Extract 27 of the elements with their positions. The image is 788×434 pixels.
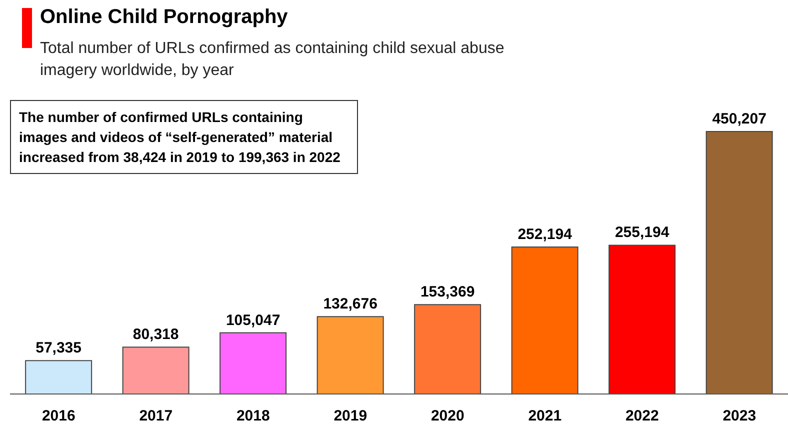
- x-tick-label: 2017: [139, 408, 173, 425]
- data-label: 252,194: [518, 226, 573, 243]
- data-label: 153,369: [420, 284, 475, 301]
- x-tick-label: 2021: [528, 408, 562, 425]
- x-tick-label: 2018: [236, 408, 270, 425]
- data-label: 255,194: [614, 224, 670, 242]
- annotation: The number of confirmed URLs containing images and videos of “self-generated” material increased from 38,424 in 2019 to 199,363 in 2022: [10, 100, 358, 174]
- x-tick-label: 2022: [625, 408, 659, 425]
- bar: [220, 332, 287, 394]
- bar: [608, 244, 676, 394]
- x-tick-label: 2020: [430, 408, 464, 425]
- chart-subtitle: Total number of URLs confirmed as containing child sexual abuse imagery worldwide, by year: [40, 39, 506, 81]
- bar: [706, 131, 773, 394]
- bar: [122, 346, 190, 394]
- bar: [414, 304, 482, 394]
- x-tick-label: 2023: [722, 408, 756, 425]
- bar: [316, 316, 384, 394]
- bar: [25, 360, 92, 394]
- data-label: 105,047: [226, 312, 280, 329]
- x-tick-label: 2019: [334, 408, 368, 425]
- chart-title: Online Child Pornography: [40, 6, 288, 29]
- data-label: 80,318: [132, 326, 179, 344]
- data-label: 450,207: [712, 110, 766, 128]
- data-label: 57,335: [36, 340, 82, 357]
- bar: [511, 246, 578, 394]
- data-label: 132,676: [323, 296, 378, 313]
- x-tick-label: 2016: [42, 408, 76, 425]
